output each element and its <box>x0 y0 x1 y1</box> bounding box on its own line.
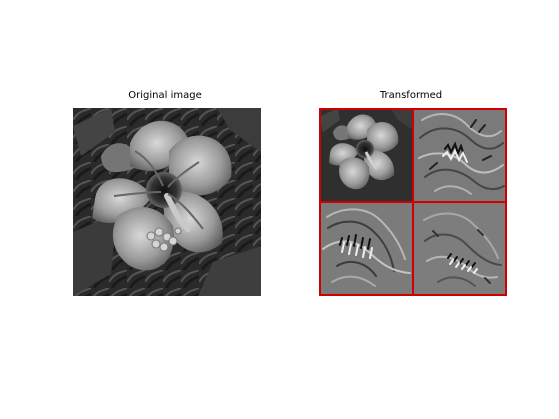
original-image-panel <box>73 108 261 296</box>
vertical-detail-quadrant <box>319 202 413 296</box>
wavelet-transformed-image-icon <box>319 108 413 202</box>
transformed-image-panel <box>319 108 507 296</box>
horizontal-detail-quadrant <box>413 108 507 202</box>
original-image-title: Original image <box>128 90 202 101</box>
approximation-quadrant <box>319 108 413 202</box>
diagonal-detail-pattern-icon <box>413 202 507 296</box>
grid-horizontal-divider <box>319 201 507 203</box>
vertical-detail-pattern-icon <box>319 202 413 296</box>
transformed-image-title: Transformed <box>379 90 443 101</box>
diagonal-detail-quadrant <box>413 202 507 296</box>
horizontal-detail-pattern-icon <box>413 108 507 202</box>
hibiscus-grayscale-image-icon <box>73 108 261 296</box>
